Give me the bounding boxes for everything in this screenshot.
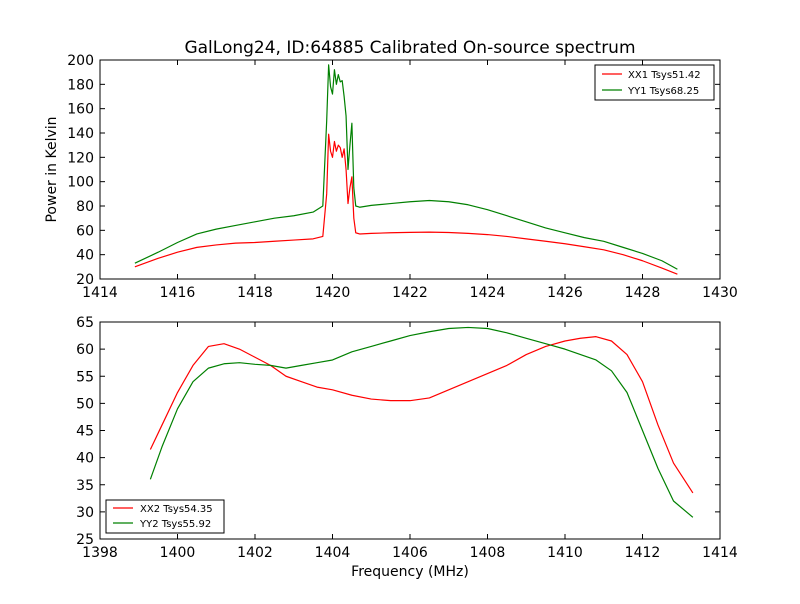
top-x-tick-label: 1416 — [160, 285, 196, 301]
bottom-x-tick-label: 1410 — [547, 545, 583, 561]
bottom-legend-label-xx2: XX2 Tsys54.35 — [140, 504, 213, 515]
bottom-x-tick-label: 1414 — [702, 545, 738, 561]
top-y-tick-label: 60 — [76, 223, 94, 239]
top-series-line-2 — [134, 64, 678, 270]
bottom-x-tick-label: 1404 — [315, 545, 351, 561]
top-axes-frame — [99, 59, 721, 280]
top-x-tick-label: 1420 — [315, 285, 351, 301]
top-y-tick-label: 80 — [76, 199, 94, 215]
bottom-panel: 1398 1400 1402 1404 1406 1408 1410 1412 1414 25 30… — [76, 315, 738, 580]
top-y-tick-label: 100 — [67, 175, 94, 191]
bottom-y-tick-label: 30 — [76, 505, 94, 521]
bottom-legend-label-yy2: YY2 Tsys55.92 — [139, 519, 211, 530]
top-legend-box — [594, 64, 715, 101]
top-x-tick-label: 1424 — [470, 285, 506, 301]
bottom-y-tick-label: 35 — [76, 478, 94, 494]
bottom-y-tick-label: 40 — [76, 451, 94, 467]
top-legend: XX1 Tsys51.42 YY1 Tsys68.25 — [594, 64, 715, 101]
top-x-tick-label: 1422 — [392, 285, 428, 301]
top-x-tick-label: 1428 — [625, 285, 661, 301]
bottom-series-line-1 — [149, 336, 694, 494]
bottom-axes-frame — [99, 321, 721, 540]
bottom-x-tick-label: 1398 — [82, 545, 118, 561]
bottom-x-tick-label: 1406 — [392, 545, 428, 561]
bottom-y-tick-label: 60 — [76, 342, 94, 358]
top-legend-label-yy1: YY1 Tsys68.25 — [627, 86, 699, 97]
top-ticks-layer: 1414 1416 1418 1420 1422 1424 1426 1428 1430 20 40… — [67, 53, 738, 301]
top-legend-label-xx1: XX1 Tsys51.42 — [628, 70, 701, 81]
top-y-tick-label: 40 — [76, 248, 94, 264]
top-y-tick-label: 20 — [76, 272, 94, 288]
bottom-series-layer — [149, 326, 694, 518]
bottom-x-tick-label: 1400 — [160, 545, 196, 561]
bottom-ticks-layer: 1398 1400 1402 1404 1406 1408 1410 1412 1414 25 30… — [76, 315, 738, 561]
bottom-y-tick-label: 25 — [76, 532, 94, 548]
bottom-x-tick-label: 1412 — [625, 545, 661, 561]
top-series-layer — [134, 64, 678, 275]
top-x-tick-label: 1430 — [702, 285, 738, 301]
top-x-tick-label: 1414 — [82, 285, 118, 301]
bottom-x-tick-label: 1402 — [237, 545, 273, 561]
top-series-line-1 — [134, 133, 678, 275]
bottom-legend-box — [105, 499, 225, 534]
bottom-y-tick-label: 65 — [76, 315, 94, 331]
top-panel: GalLong24, ID:64885 Calibrated On-source… — [44, 38, 738, 301]
top-x-tick-label: 1418 — [237, 285, 273, 301]
bottom-x-axis-label: Frequency (MHz) — [351, 564, 469, 580]
top-y-tick-label: 140 — [67, 126, 94, 142]
top-x-tick-label: 1426 — [547, 285, 583, 301]
top-y-tick-label: 180 — [67, 77, 94, 93]
top-y-tick-label: 160 — [67, 102, 94, 118]
bottom-series-line-2 — [149, 326, 694, 518]
bottom-y-tick-label: 55 — [76, 369, 94, 385]
top-y-tick-label: 120 — [67, 150, 94, 166]
chart-title: GalLong24, ID:64885 Calibrated On-source… — [184, 38, 635, 58]
bottom-y-tick-label: 50 — [76, 396, 94, 412]
top-y-tick-label: 200 — [67, 53, 94, 69]
bottom-x-tick-label: 1408 — [470, 545, 506, 561]
bottom-y-tick-label: 45 — [76, 424, 94, 440]
bottom-legend: XX2 Tsys54.35 YY2 Tsys55.92 — [105, 499, 225, 534]
top-y-axis-label: Power in Kelvin — [44, 116, 60, 222]
